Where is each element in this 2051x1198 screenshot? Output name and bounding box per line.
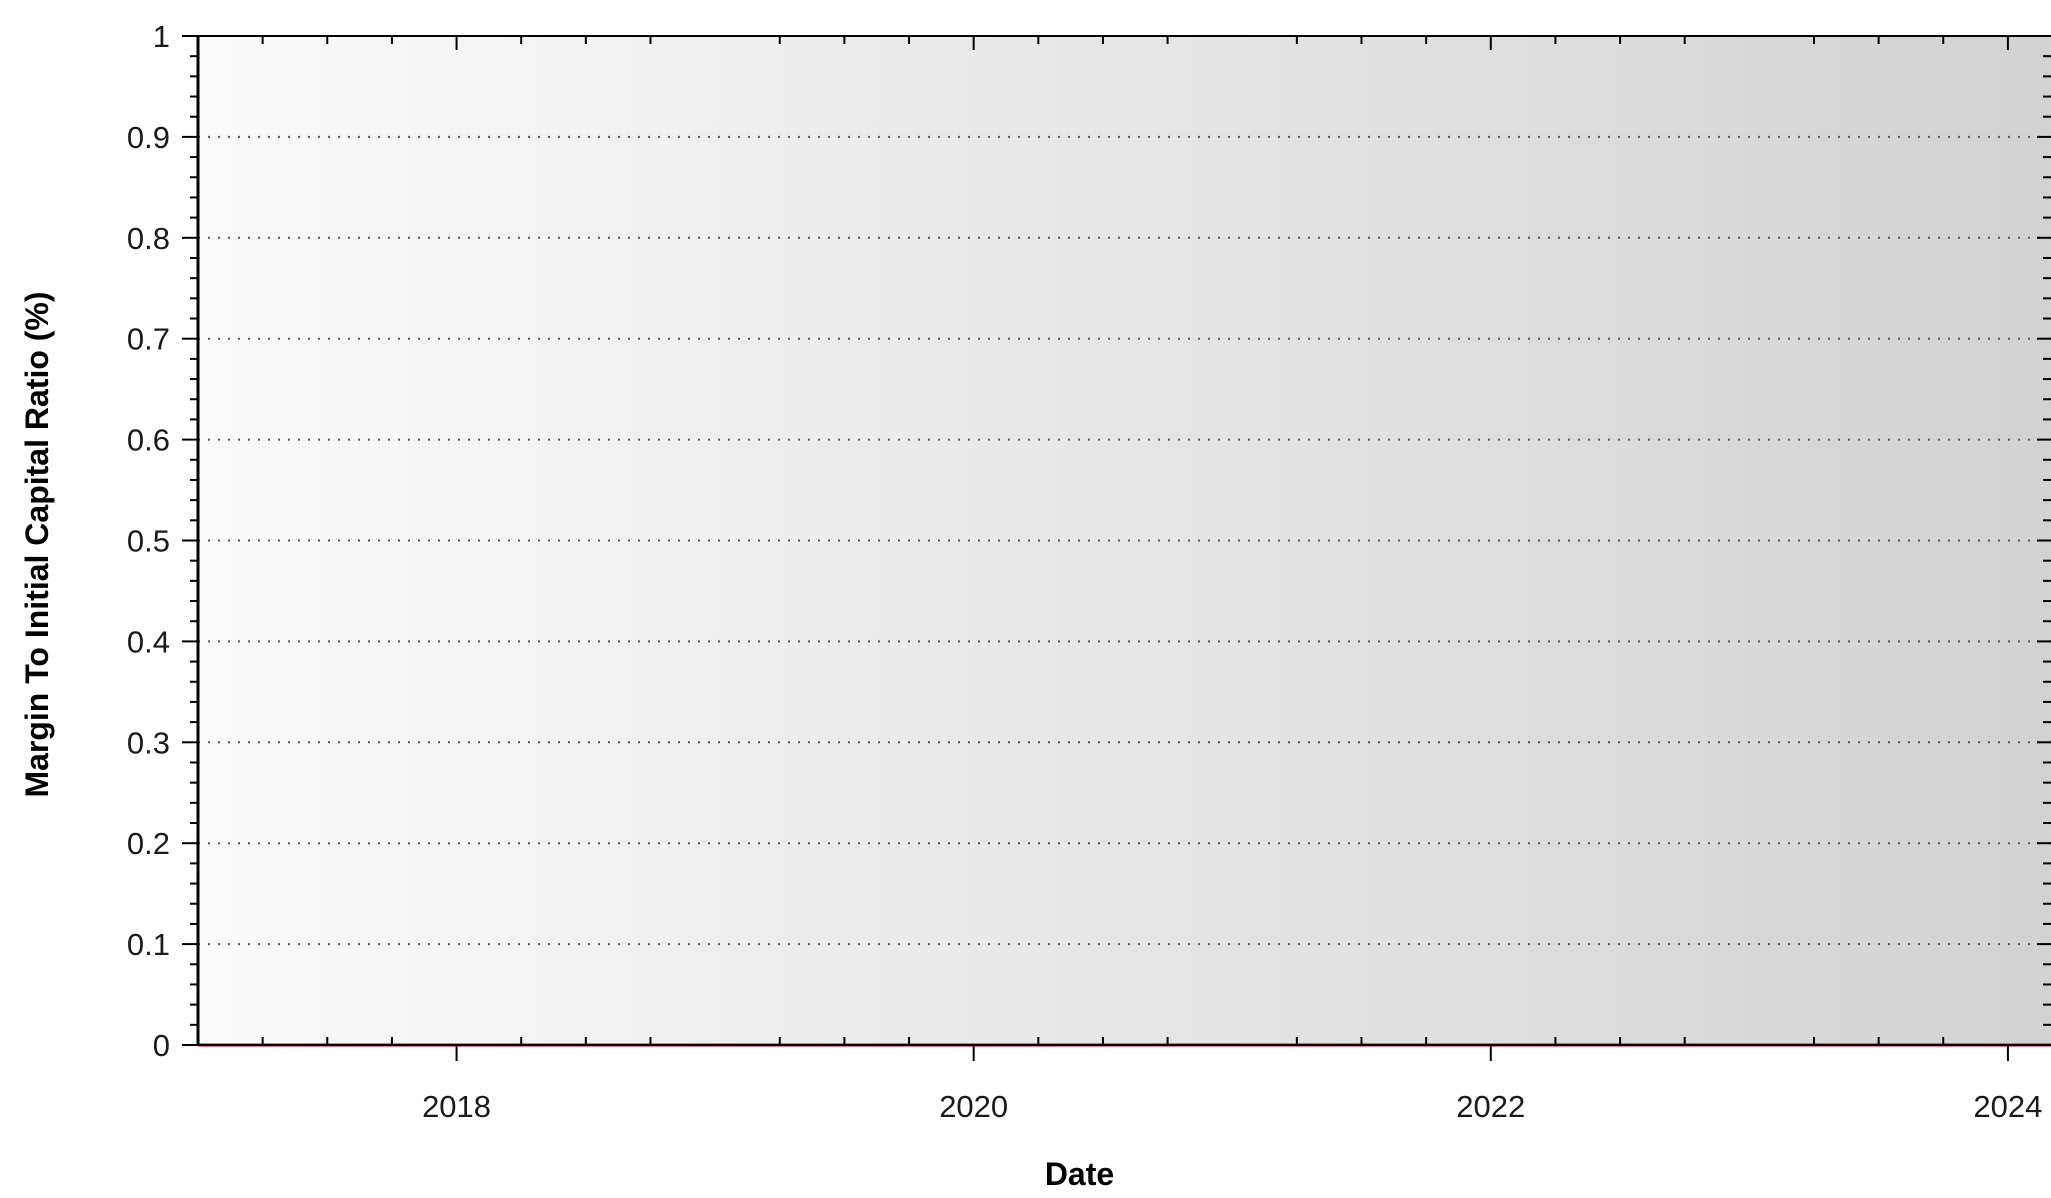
- plot-area: [198, 36, 2051, 1045]
- x-tick-label: 2018: [422, 1089, 491, 1124]
- y-tick-label: 0.2: [127, 826, 170, 861]
- y-tick-label: 0.4: [127, 624, 170, 659]
- y-axis-title: Margin To Initial Capital Ratio (%): [19, 291, 55, 797]
- y-tick-label: 0.5: [127, 524, 170, 559]
- y-tick-label: 1: [153, 19, 170, 54]
- x-tick-label: 2024: [1973, 1089, 2042, 1124]
- y-tick-label: 0.9: [127, 120, 170, 155]
- y-tick-labels: 0 0.1 0.2 0.3 0.4 0.5 0.6 0.7 0.8 0.9 1: [127, 19, 170, 1063]
- y-tick-label: 0.1: [127, 927, 170, 962]
- axes: [182, 35, 2051, 1061]
- x-tick-label: 2020: [939, 1089, 1008, 1124]
- y-tick-label: 0.3: [127, 725, 170, 760]
- x-tick-labels: 2018 2020 2022 2024: [422, 1089, 2042, 1124]
- y-tick-label: 0: [153, 1028, 170, 1063]
- x-tick-label: 2022: [1456, 1089, 1525, 1124]
- y-tick-label: 0.8: [127, 221, 170, 256]
- y-tick-label: 0.6: [127, 423, 170, 458]
- x-axis-title: Date: [1045, 1156, 1114, 1192]
- y-tick-label: 0.7: [127, 322, 170, 357]
